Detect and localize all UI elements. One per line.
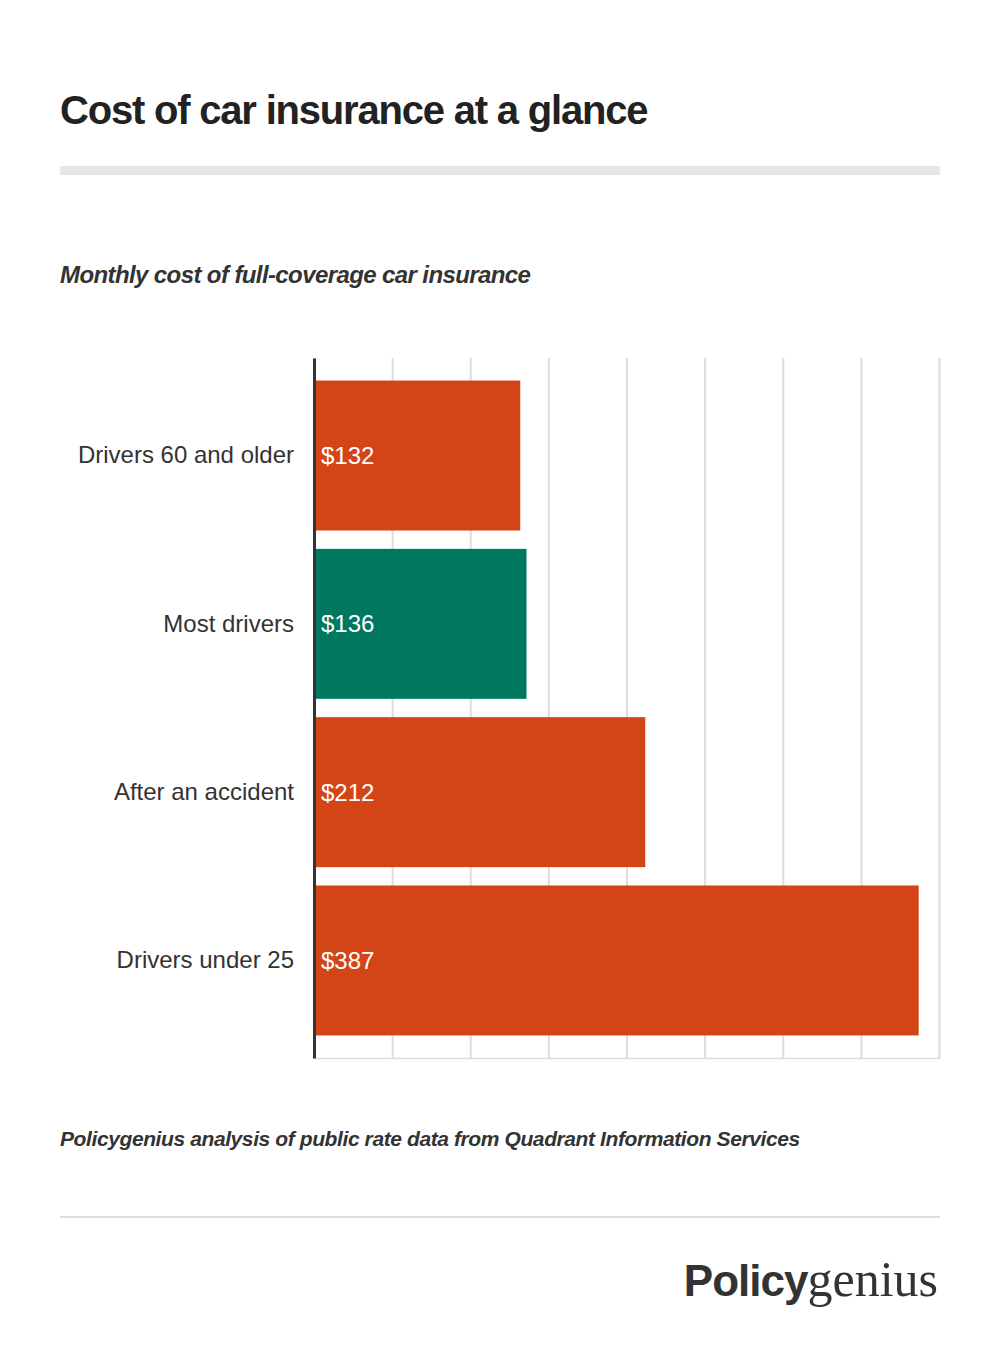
data-label: $136 <box>321 610 374 637</box>
bar <box>314 717 645 867</box>
grid-line <box>939 358 941 1058</box>
bar <box>314 549 527 699</box>
bars <box>314 381 919 1036</box>
grid-line <box>314 358 316 1058</box>
data-label: $387 <box>321 947 374 974</box>
logo-part: Policy <box>684 1256 809 1305</box>
title: Cost of car insurance at a glance <box>60 88 647 132</box>
category-label: Most drivers <box>163 610 294 637</box>
x-tick <box>939 358 940 1058</box>
data-label: $132 <box>321 442 374 469</box>
y-tick: Most drivers <box>163 610 314 637</box>
x-axis <box>315 358 940 1059</box>
x-axis-line <box>315 358 940 1059</box>
subtitle: Monthly cost of full-coverage car insura… <box>60 261 531 288</box>
data-labels: $132 $136 $212 $387 <box>321 442 374 974</box>
y-tick: After an accident <box>114 778 314 805</box>
y-axis: Drivers 60 and older Most drivers After an… <box>78 359 315 1059</box>
bar <box>314 381 520 531</box>
title-rule <box>60 166 940 175</box>
y-tick: Drivers 60 and older <box>78 441 314 468</box>
bar <box>314 885 919 1035</box>
chart: Cost of car insurance at a glance Monthly… <box>0 0 1000 1348</box>
logo: Policygenius <box>684 1251 938 1307</box>
y-tick: Drivers under 25 <box>117 946 314 973</box>
category-label: Drivers 60 and older <box>78 441 294 468</box>
logo-part: genius <box>807 1251 938 1307</box>
source: Policygenius analysis of public rate dat… <box>60 1127 800 1150</box>
data-label: $212 <box>321 779 374 806</box>
category-label: After an accident <box>114 778 294 805</box>
y-axis-line <box>313 359 316 1059</box>
x-tick <box>314 358 315 1058</box>
footer-rule <box>60 1216 940 1218</box>
category-label: Drivers under 25 <box>117 946 294 973</box>
